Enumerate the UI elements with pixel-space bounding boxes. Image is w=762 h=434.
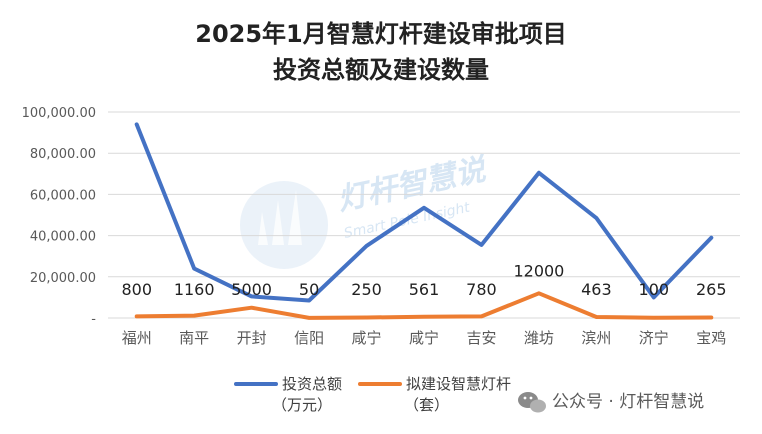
data-label: 1160 bbox=[174, 280, 215, 299]
data-label: 5000 bbox=[231, 280, 272, 299]
x-tick-label: 咸宁 bbox=[352, 329, 382, 347]
x-tick-label: 潍坊 bbox=[524, 329, 554, 347]
y-tick-label: - bbox=[91, 312, 96, 327]
x-tick-label: 南平 bbox=[179, 329, 209, 347]
legend-unit-poles: （套） bbox=[404, 396, 449, 414]
data-label: 561 bbox=[409, 280, 440, 299]
y-tick-label: 80,000.00 bbox=[30, 147, 96, 162]
watermark: 灯杆智慧说 Smart Pole Insight bbox=[240, 152, 491, 269]
y-tick-label: 40,000.00 bbox=[30, 230, 96, 245]
data-point-poles bbox=[594, 315, 598, 319]
data-point-poles bbox=[250, 306, 254, 310]
x-tick-label: 济宁 bbox=[639, 329, 669, 347]
x-tick-label: 福州 bbox=[122, 329, 152, 347]
data-point-poles bbox=[422, 315, 426, 319]
footer-text: 公众号 · 灯杆智慧说 bbox=[552, 392, 704, 412]
data-label: 100 bbox=[639, 280, 670, 299]
y-tick-label: 100,000.00 bbox=[22, 106, 96, 121]
data-label: 780 bbox=[466, 280, 497, 299]
data-point-poles bbox=[652, 316, 656, 320]
data-point-poles bbox=[537, 291, 541, 295]
data-point-investment bbox=[709, 236, 713, 240]
data-point-investment bbox=[192, 267, 196, 271]
data-point-poles bbox=[192, 314, 196, 318]
legend-unit-investment: （万元） bbox=[272, 396, 332, 414]
x-tick-label: 吉安 bbox=[466, 329, 496, 347]
data-point-investment bbox=[479, 243, 483, 247]
data-point-investment bbox=[537, 171, 541, 175]
x-tick-label: 宝鸡 bbox=[696, 329, 726, 347]
data-point-investment bbox=[250, 294, 254, 298]
data-point-poles bbox=[365, 315, 369, 319]
data-label: 250 bbox=[351, 280, 382, 299]
chart-title-line2: 投资总额及建设数量 bbox=[273, 56, 489, 84]
legend-label-investment: 投资总额 bbox=[282, 375, 342, 393]
y-tick-label: 60,000.00 bbox=[30, 188, 96, 203]
x-tick-label: 信阳 bbox=[294, 329, 324, 347]
data-labels: 800 1160 5000 50 250 561 780 12000 463 100 265 bbox=[121, 261, 726, 299]
data-point-investment bbox=[652, 295, 656, 299]
wechat-icon bbox=[518, 392, 546, 413]
data-label: 265 bbox=[696, 280, 727, 299]
watermark-logo-icon bbox=[240, 181, 328, 269]
x-tick-label: 咸宁 bbox=[409, 329, 439, 347]
data-point-investment bbox=[307, 298, 311, 302]
data-label: 12000 bbox=[513, 261, 564, 280]
x-tick-label: 开封 bbox=[237, 329, 267, 347]
data-point-poles bbox=[479, 314, 483, 318]
data-point-poles bbox=[709, 315, 713, 319]
legend-label-poles: 拟建设智慧灯杆 bbox=[406, 375, 511, 393]
data-point-poles bbox=[135, 314, 139, 318]
data-label: 800 bbox=[121, 280, 152, 299]
x-tick-label: 滨州 bbox=[581, 329, 611, 347]
data-label: 463 bbox=[581, 280, 612, 299]
x-axis: 福州 南平 开封 信阳 咸宁 咸宁 吉安 潍坊 滨州 济宁 宝鸡 bbox=[122, 329, 727, 347]
y-tick-label: 20,000.00 bbox=[30, 271, 96, 286]
data-point-poles bbox=[307, 316, 311, 320]
data-point-investment bbox=[422, 206, 426, 210]
legend: 投资总额 （万元） 拟建设智慧灯杆 （套） bbox=[234, 375, 511, 414]
series-group bbox=[134, 122, 714, 320]
data-point-investment bbox=[365, 244, 369, 248]
y-axis: 100,000.00 80,000.00 60,000.00 40,000.00 20,… bbox=[22, 106, 97, 327]
footer: 公众号 · 灯杆智慧说 bbox=[518, 392, 704, 413]
chart-title-line1: 2025年1月智慧灯杆建设审批项目 bbox=[195, 20, 567, 48]
data-point-investment bbox=[135, 122, 139, 126]
data-point-investment bbox=[594, 216, 598, 220]
watermark-pole-icon bbox=[258, 190, 302, 245]
data-label: 50 bbox=[299, 280, 319, 299]
